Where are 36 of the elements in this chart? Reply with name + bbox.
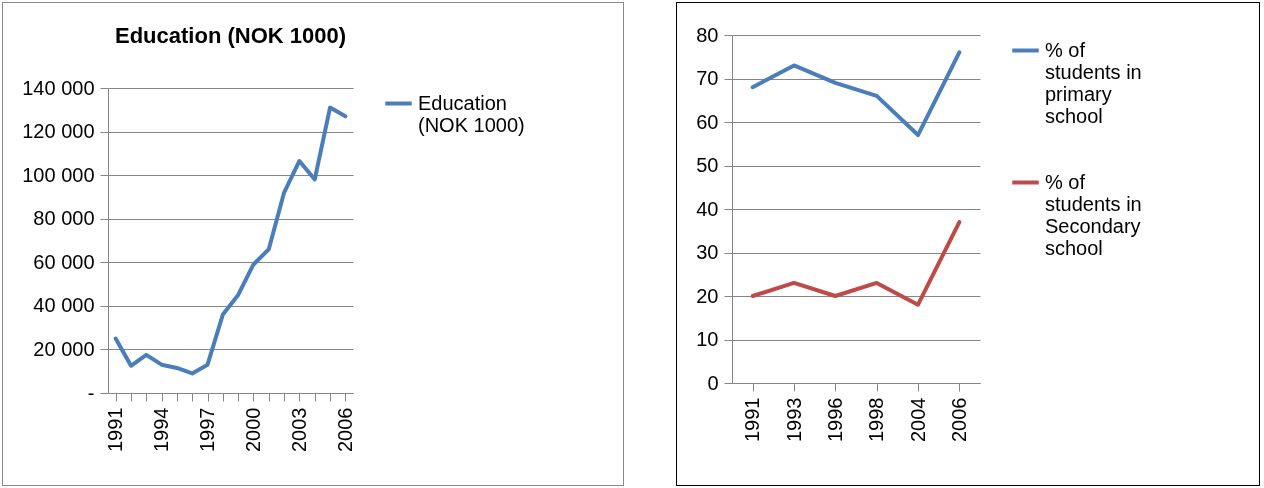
y-tick-label: 40 [696,197,719,220]
y-tick-label: 60 [696,110,719,133]
x-tick-label: 2006 [333,407,356,452]
y-tick-label: 10 [696,328,719,350]
x-tick-label: 2003 [287,407,310,452]
x-tick-label: 1997 [196,407,219,452]
line-series [750,220,962,307]
legend-label: % of students in Secondary school [1045,170,1142,259]
x-tick-label: 1996 [823,397,846,442]
y-tick-label: 80 000 [33,207,95,230]
y-tick-label: 140 000 [22,76,95,99]
x-tick-label: 1994 [150,407,173,452]
y-tick-label: 30 [696,241,719,263]
y-tick-label: 60 000 [33,250,95,273]
legend-label: % of students in primary school [1045,38,1142,127]
x-tick-label: 1998 [865,397,888,442]
y-tick-label: 80 [696,23,719,46]
x-tick-label: 2000 [241,407,264,452]
y-tick-label: 100 000 [22,163,95,186]
x-tick-label: 1993 [782,397,805,442]
x-tick-label: 1991 [104,407,127,452]
chart-title: Education (NOK 1000) [114,23,347,48]
x-tick-label: 2004 [906,397,929,442]
y-tick-label: 20 000 [33,337,95,360]
y-tick-label: 70 [696,67,719,89]
x-tick-label: 2006 [947,397,970,442]
y-tick-label: - [87,381,95,404]
y-tick-label: 50 [696,154,719,176]
y-tick-label: 40 000 [33,294,95,317]
y-tick-label: 120 000 [22,120,95,143]
legend-label: Education (NOK 1000) [418,91,525,136]
line-series [750,50,962,138]
x-tick-label: 1991 [741,397,764,442]
y-tick-label: 0 [707,371,719,394]
y-tick-label: 20 [696,284,719,307]
line-series [113,105,348,376]
